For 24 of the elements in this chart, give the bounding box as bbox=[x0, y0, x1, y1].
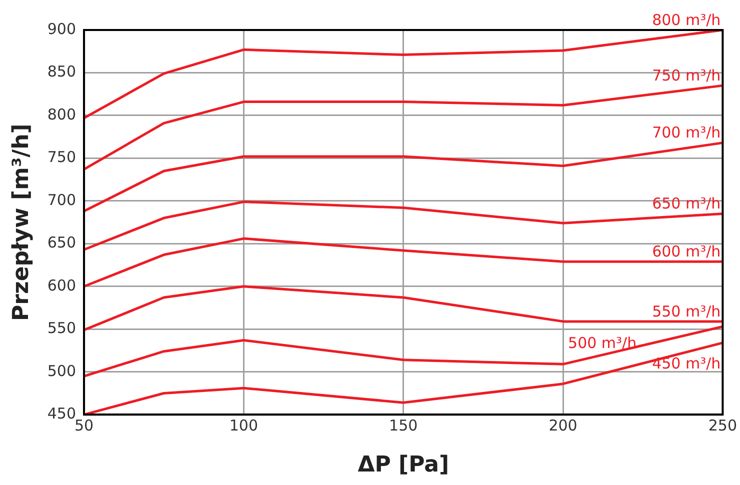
y-tick-label: 650 bbox=[47, 234, 76, 252]
y-tick-label: 450 bbox=[47, 404, 76, 422]
x-tick-label: 250 bbox=[708, 416, 738, 434]
series-label: 650 m³/h bbox=[652, 194, 721, 213]
y-tick-label: 600 bbox=[47, 276, 76, 294]
series-label: 500 m³/h bbox=[568, 334, 637, 352]
y-tick-label: 800 bbox=[47, 105, 76, 124]
y-tick-label: 700 bbox=[47, 190, 76, 209]
y-axis-title: Przepływ [m³/h] bbox=[8, 124, 34, 321]
series-label: 600 m³/h bbox=[652, 242, 721, 261]
x-axis-title: ΔP [Pa] bbox=[358, 452, 450, 478]
series-label: 750 m³/h bbox=[652, 66, 721, 84]
x-tick-label: 150 bbox=[389, 416, 418, 434]
y-tick-label: 850 bbox=[47, 62, 76, 81]
y-tick-label: 900 bbox=[47, 20, 76, 38]
x-tick-label: 100 bbox=[229, 416, 258, 434]
y-tick-label: 500 bbox=[47, 362, 76, 380]
series-label: 700 m³/h bbox=[652, 124, 721, 142]
series-label: 800 m³/h bbox=[652, 10, 721, 29]
y-tick-label: 750 bbox=[47, 148, 76, 166]
series-label: 550 m³/h bbox=[652, 302, 721, 320]
x-tick-label: 50 bbox=[74, 416, 94, 434]
y-tick-label: 550 bbox=[47, 319, 76, 338]
x-tick-label: 200 bbox=[548, 416, 578, 434]
